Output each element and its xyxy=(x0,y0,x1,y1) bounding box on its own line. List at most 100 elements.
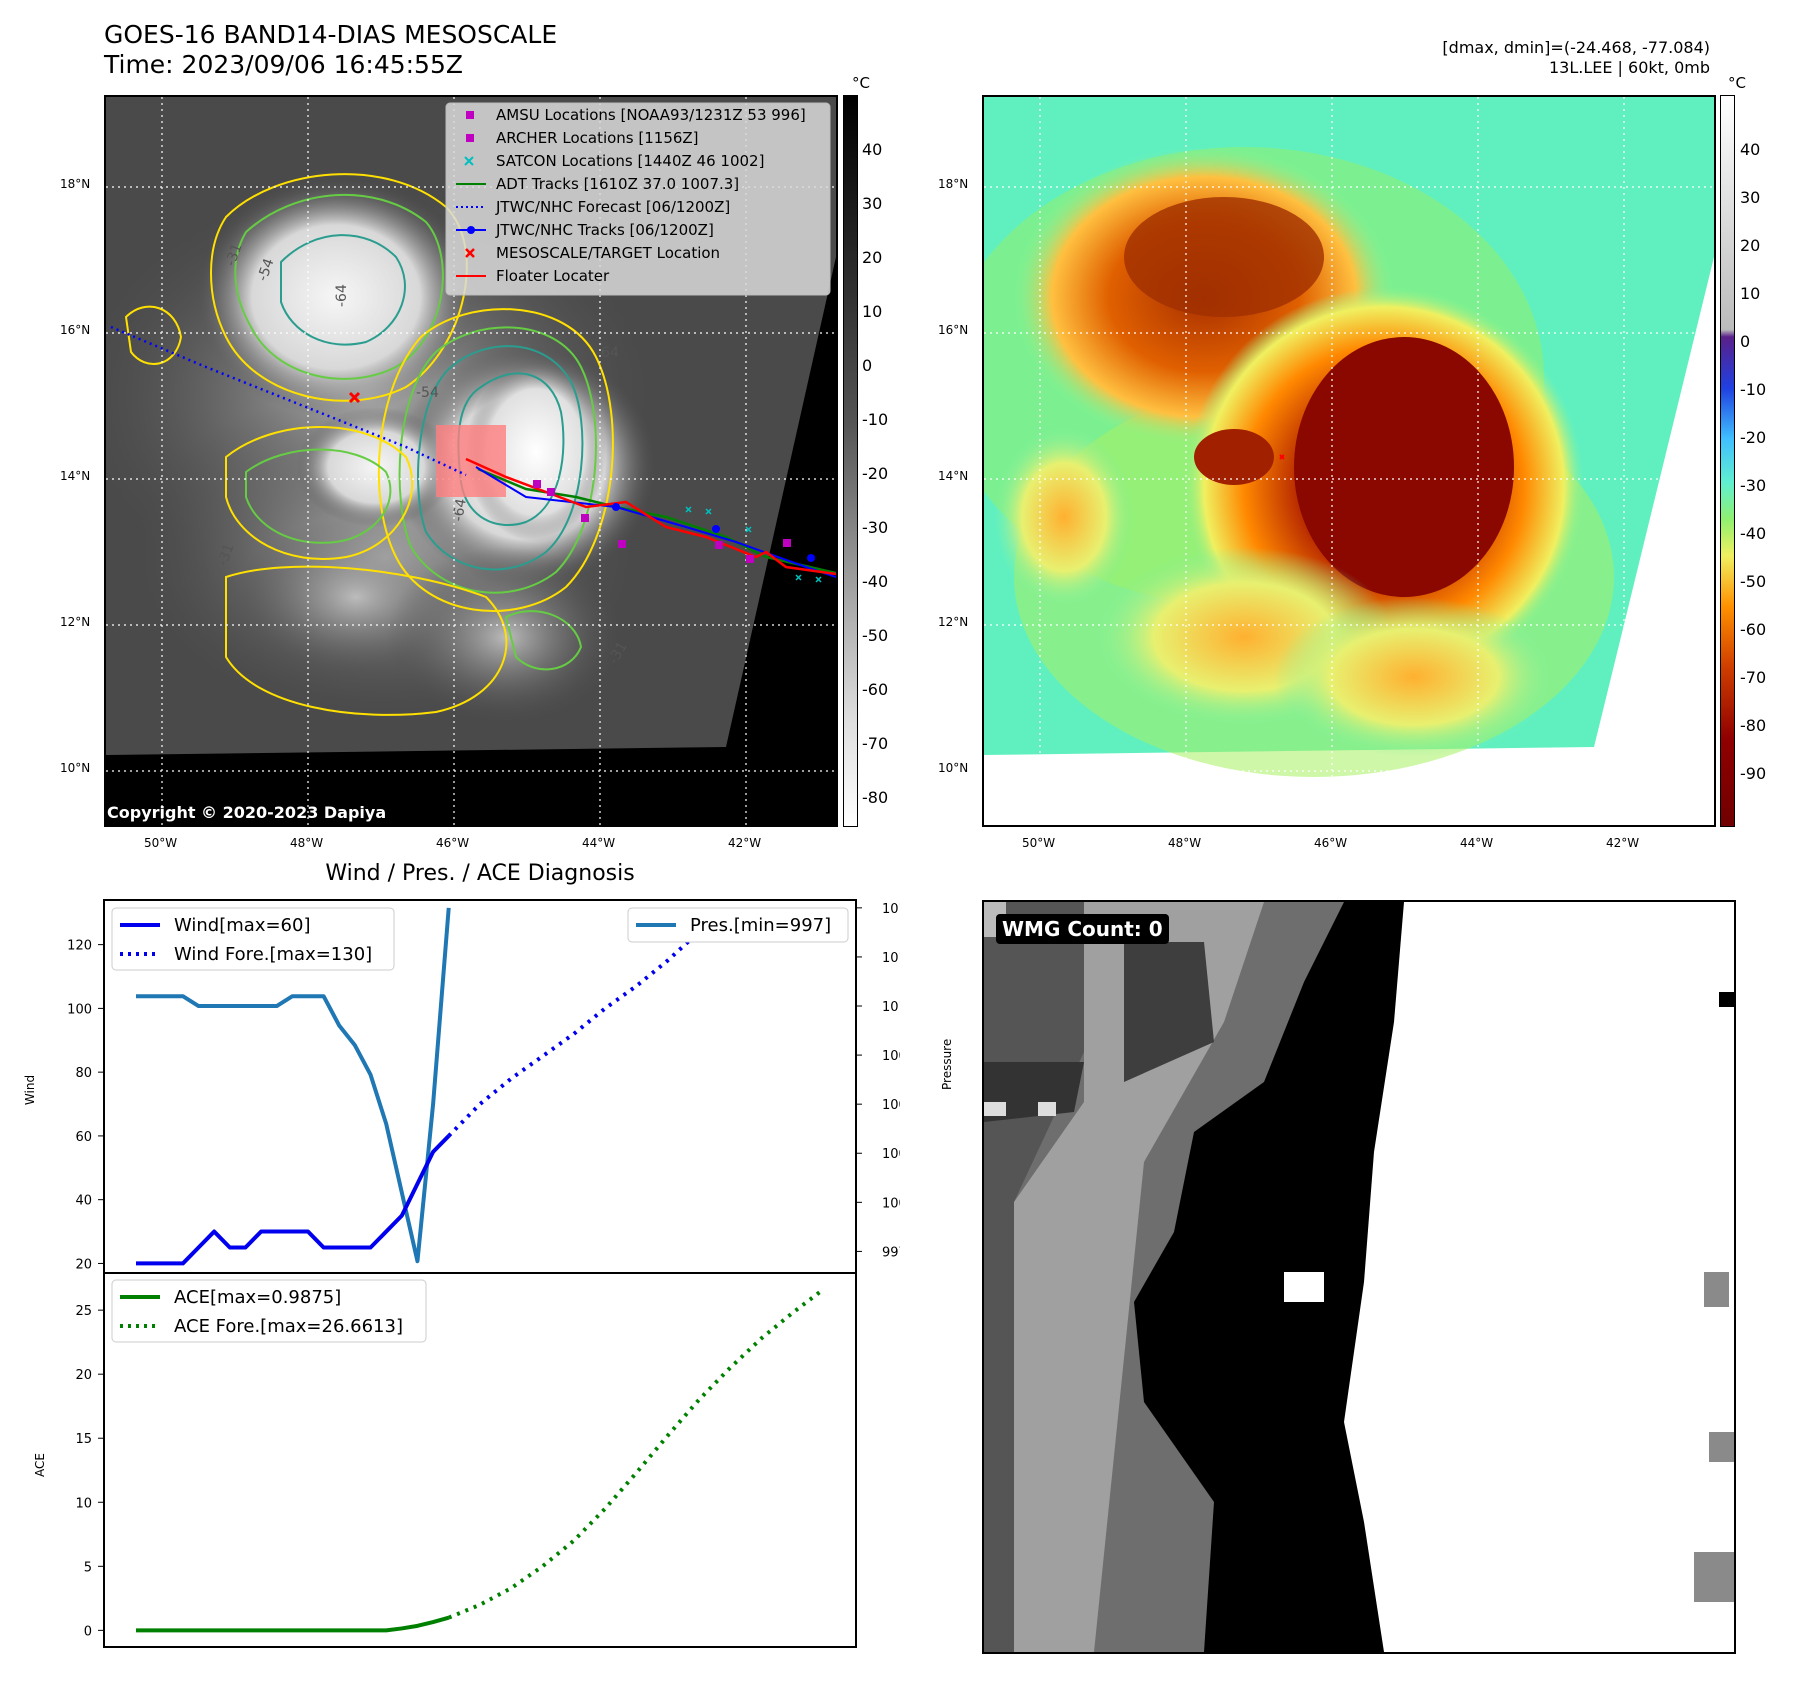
ace-legend: ACE[max=0.9875] ACE Fore.[max=26.6613] xyxy=(111,1279,427,1343)
lon-label: 44°W xyxy=(1460,836,1494,850)
legend-label: Wind Fore.[max=130] xyxy=(174,944,372,965)
gray-cbar-tick: -80 xyxy=(862,788,889,807)
ir-gray-map-panel: -31 -54 -64 -64 -31 -54 -64 -31 xyxy=(104,95,838,827)
wind-tick-label: 60 xyxy=(75,1130,92,1145)
gray-cbar-tick: 40 xyxy=(862,140,883,159)
gray-cbar-tick: 30 xyxy=(862,194,883,213)
color-cbar-tick: 30 xyxy=(1740,188,1761,207)
pressure-tick-label: 1007.5 xyxy=(882,1049,900,1064)
color-cbar-tick: -50 xyxy=(1740,572,1767,591)
pressure-legend: Pres.[min=997] xyxy=(627,907,849,943)
gray-cbar-tick: -60 xyxy=(862,680,889,699)
gray-colorbar xyxy=(843,95,858,827)
pressure-tick-label: 1012.5 xyxy=(882,951,900,966)
legend-label: Floater Locater xyxy=(496,267,610,285)
lat-label: 16°N xyxy=(60,323,91,337)
map-legend: AMSU Locations [NOAA93/1231Z 53 996] ARC… xyxy=(445,102,831,296)
wmg-panel xyxy=(982,900,1736,1654)
ace-tick-label: 10 xyxy=(75,1496,92,1511)
ace-forecast-line xyxy=(447,1287,826,1620)
copyright-text: Copyright © 2020-2023 Dapiya xyxy=(107,803,387,822)
legend-label: ADT Tracks [1610Z 37.0 1007.3] xyxy=(496,175,739,193)
color-cbar-tick: -20 xyxy=(1740,428,1767,447)
jtwc-forecast-track xyxy=(110,325,467,477)
pressure-tick-label: 1002.5 xyxy=(882,1147,900,1162)
color-cbar-tick: -90 xyxy=(1740,764,1767,783)
target-location-marker xyxy=(348,391,361,404)
wind-yticks: 20 40 60 80 100 120 xyxy=(67,939,104,1272)
gray-cbar-tick: -30 xyxy=(862,518,889,537)
wind-tick-label: 120 xyxy=(67,939,92,954)
lat-label: 18°N xyxy=(60,177,91,191)
storm-id-text: 13L.LEE | 60kt, 0mb xyxy=(1548,58,1710,77)
ir-color-map xyxy=(984,97,1714,825)
legend-marker-satcon xyxy=(464,156,474,166)
lon-label: 48°W xyxy=(290,836,324,850)
color-colorbar-ticks: 40 30 20 10 0 -10 -20 -30 -40 -50 -60 -7… xyxy=(1740,95,1790,827)
contour-label: -31 xyxy=(215,541,238,568)
color-cbar-tick: -80 xyxy=(1740,716,1767,735)
gray-colorbar-ticks: 40 30 20 10 0 -10 -20 -30 -40 -50 -60 -7… xyxy=(862,95,912,827)
wind-line xyxy=(136,1134,451,1266)
color-colorbar xyxy=(1720,95,1735,827)
wind-forecast-line xyxy=(447,910,824,1138)
color-cbar-tick: -60 xyxy=(1740,620,1767,639)
ir-color-map-panel xyxy=(982,95,1716,827)
gray-cbar-tick: 10 xyxy=(862,302,883,321)
wind-tick-label: 80 xyxy=(75,1066,92,1081)
ir-gray-map: -31 -54 -64 -64 -31 -54 -64 -31 xyxy=(106,97,836,825)
wind-tick-label: 40 xyxy=(75,1194,92,1209)
gray-cbar-tick: 0 xyxy=(862,356,873,375)
wind-axis-label: Wind xyxy=(23,1075,37,1105)
ace-tick-label: 20 xyxy=(75,1368,92,1383)
lon-label: 46°W xyxy=(1314,836,1348,850)
color-cbar-tick: 40 xyxy=(1740,140,1761,159)
floater-track xyxy=(465,457,836,576)
color-cbar-tick: 20 xyxy=(1740,236,1761,255)
ace-tick-label: 25 xyxy=(75,1304,92,1319)
ace-tick-label: 0 xyxy=(84,1624,92,1639)
lon-label: 50°W xyxy=(144,836,178,850)
wmg-count-badge: WMG Count: 0 xyxy=(996,914,1169,944)
contour-label: -64 xyxy=(334,284,350,307)
legend-label: JTWC/NHC Tracks [06/1200Z] xyxy=(495,221,714,239)
wind-pressure-lines xyxy=(136,907,824,1266)
lat-label: 10°N xyxy=(938,761,969,775)
storm-info: [dmax, dmin]=(-24.468, -77.084) 13L.LEE … xyxy=(1442,38,1710,78)
color-cbar-tick: 10 xyxy=(1740,284,1761,303)
color-cbar-tick: -40 xyxy=(1740,524,1767,543)
wind-tick-label: 100 xyxy=(67,1002,92,1017)
legend-label: MESOSCALE/TARGET Location xyxy=(496,244,720,262)
contour-label: -54 xyxy=(255,256,278,283)
chart-title: Wind / Pres. / ACE Diagnosis xyxy=(325,861,634,886)
gray-cbar-tick: -10 xyxy=(862,410,889,429)
ace-line xyxy=(136,1615,450,1633)
pressure-line xyxy=(136,907,451,1264)
contour-labels: -31 -54 -64 -64 -31 -54 -64 -31 xyxy=(215,241,631,667)
legend-label: JTWC/NHC Forecast [06/1200Z] xyxy=(495,198,730,216)
pressure-tick-label: 1000.0 xyxy=(882,1196,900,1211)
gray-colorbar-unit: °C xyxy=(852,74,870,92)
contour-label: -64 xyxy=(596,345,619,361)
lat-label: 14°N xyxy=(60,469,91,483)
color-cbar-tick: -10 xyxy=(1740,380,1767,399)
pressure-axis-label: Pressure xyxy=(940,1038,954,1090)
lat-label: 14°N xyxy=(938,469,969,483)
gray-cbar-tick: -50 xyxy=(862,626,889,645)
lat-label: 18°N xyxy=(938,177,969,191)
color-cbar-tick: -30 xyxy=(1740,476,1767,495)
gray-cbar-tick: -70 xyxy=(862,734,889,753)
dmax-dmin-text: [dmax, dmin]=(-24.468, -77.084) xyxy=(1442,38,1710,57)
legend-label: ARCHER Locations [1156Z] xyxy=(496,129,699,147)
wmg-image xyxy=(984,902,1734,1652)
figure-title: GOES-16 BAND14-DIAS MESOSCALE Time: 2023… xyxy=(104,20,557,80)
jtwc-track xyxy=(475,466,836,578)
legend-label: SATCON Locations [1440Z 46 1002] xyxy=(496,152,764,170)
gray-cbar-tick: 20 xyxy=(862,248,883,267)
ace-lines xyxy=(136,1287,826,1633)
lon-label: 42°W xyxy=(1606,836,1640,850)
wind-legend: Wind[max=60] Wind Fore.[max=130] xyxy=(111,907,395,971)
